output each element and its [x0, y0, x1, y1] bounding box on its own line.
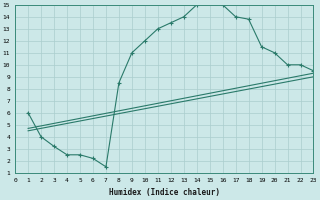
X-axis label: Humidex (Indice chaleur): Humidex (Indice chaleur): [109, 188, 220, 197]
